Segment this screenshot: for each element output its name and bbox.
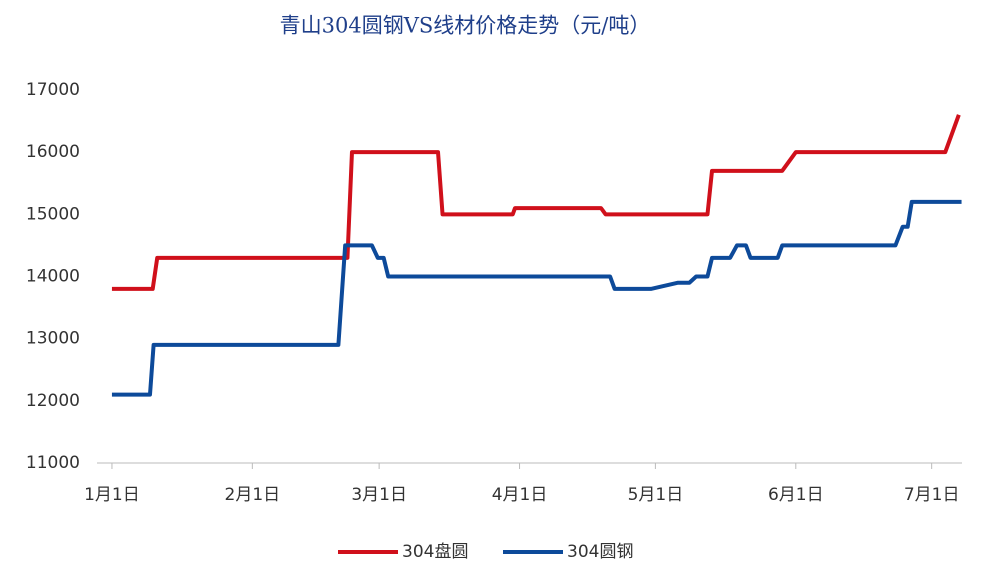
y-tick-label: 17000 (26, 80, 80, 100)
legend-label: 304盘圆 (402, 542, 468, 562)
x-tick-label: 4月1日 (492, 485, 548, 505)
x-tick-label: 1月1日 (84, 485, 140, 505)
x-tick-label: 6月1日 (768, 485, 824, 505)
chart-title: 青山304圆钢VS线材价格走势（元/吨） (280, 14, 651, 38)
y-tick-label: 15000 (26, 204, 80, 224)
line-series (111, 114, 961, 291)
x-tick-label: 2月1日 (225, 485, 281, 505)
x-tick-label: 3月1日 (351, 485, 407, 505)
x-tick-label: 7月1日 (904, 485, 960, 505)
y-tick-label: 14000 (26, 267, 80, 287)
y-tick-label: 13000 (26, 329, 80, 349)
y-tick-label: 16000 (26, 142, 80, 162)
y-tick-label: 11000 (26, 453, 80, 473)
y-tick-label: 12000 (26, 391, 80, 411)
line-series (111, 199, 962, 397)
legend-label: 304圆钢 (567, 542, 633, 562)
x-tick-label: 5月1日 (628, 485, 684, 505)
